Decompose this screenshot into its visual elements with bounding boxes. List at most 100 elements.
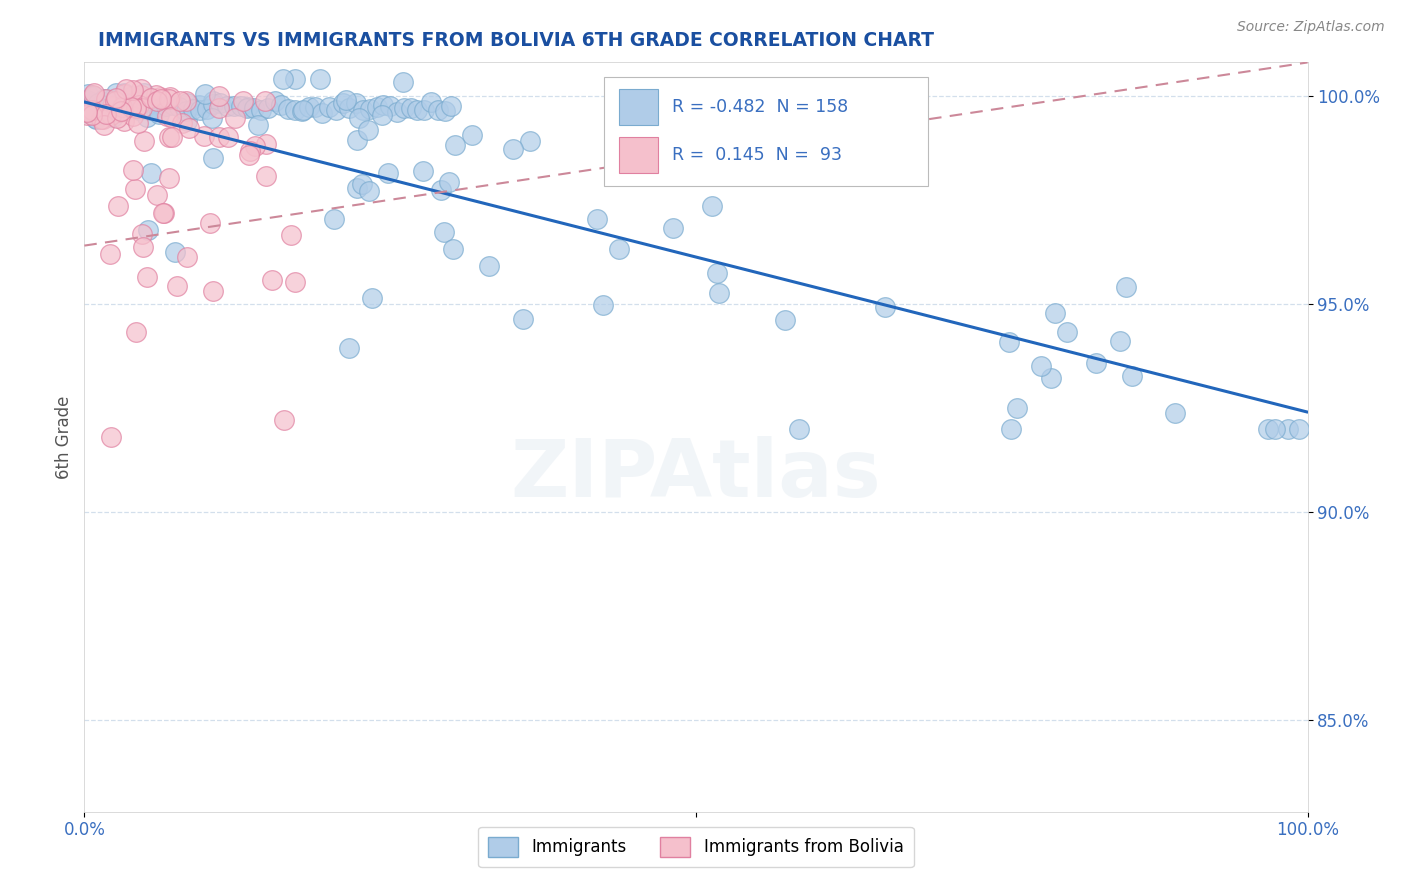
Point xyxy=(100,430,122,444)
Point xyxy=(83,87,105,101)
Point xyxy=(1039,371,1062,385)
Point xyxy=(420,95,443,110)
Point xyxy=(202,151,225,165)
Point xyxy=(337,341,360,355)
Point xyxy=(132,86,155,100)
Point xyxy=(201,94,224,108)
Point xyxy=(399,101,422,115)
Point xyxy=(91,112,114,126)
Point xyxy=(76,94,98,108)
Point xyxy=(392,101,415,115)
Point xyxy=(1029,359,1052,373)
Point xyxy=(105,111,128,125)
Point xyxy=(124,182,146,196)
Point xyxy=(309,72,332,87)
Point xyxy=(325,103,347,117)
Point xyxy=(131,227,153,242)
Point xyxy=(193,129,215,144)
Point xyxy=(392,75,415,89)
Point xyxy=(152,206,174,220)
Point xyxy=(222,99,245,113)
Point xyxy=(125,101,148,115)
Point xyxy=(260,273,283,287)
Point xyxy=(284,275,307,289)
Point xyxy=(243,102,266,116)
Point xyxy=(245,139,267,153)
Point xyxy=(586,211,609,226)
Point xyxy=(149,90,172,104)
Point xyxy=(128,97,150,112)
Point xyxy=(98,93,121,107)
Point xyxy=(188,103,211,118)
Point xyxy=(201,111,224,125)
Point xyxy=(76,98,98,112)
Point xyxy=(1257,422,1279,436)
Point xyxy=(84,112,107,127)
Point xyxy=(76,87,98,102)
Point xyxy=(82,88,104,103)
Point xyxy=(94,92,117,106)
Point xyxy=(100,100,122,114)
Point xyxy=(94,107,117,121)
Point xyxy=(202,96,225,111)
Point xyxy=(706,266,728,280)
Point xyxy=(1085,356,1108,370)
Point xyxy=(998,334,1021,349)
Point xyxy=(201,284,224,298)
Point xyxy=(357,122,380,136)
Point xyxy=(146,94,169,108)
Point xyxy=(138,103,160,118)
Point xyxy=(104,91,127,105)
Point xyxy=(141,166,163,180)
Point xyxy=(426,103,449,117)
Point xyxy=(291,104,314,119)
Point xyxy=(512,312,534,326)
Point xyxy=(1005,401,1028,415)
Point xyxy=(174,104,197,119)
Point xyxy=(359,102,381,116)
Point xyxy=(270,98,292,112)
Point xyxy=(198,216,221,230)
Point xyxy=(172,115,194,129)
Point xyxy=(239,145,262,159)
Point xyxy=(335,94,357,108)
Point xyxy=(169,100,191,114)
Point xyxy=(156,109,179,123)
Point xyxy=(101,99,124,113)
Point xyxy=(339,101,361,115)
Point xyxy=(236,101,259,115)
Point xyxy=(311,106,333,120)
Point xyxy=(291,103,314,117)
Point xyxy=(159,90,181,104)
Point xyxy=(344,95,367,110)
Point xyxy=(112,87,135,101)
Point xyxy=(1277,422,1299,436)
Point xyxy=(141,102,163,116)
Point xyxy=(107,199,129,213)
Point xyxy=(131,101,153,115)
Point xyxy=(298,100,321,114)
Point xyxy=(125,326,148,340)
Text: R =  0.145  N =  93: R = 0.145 N = 93 xyxy=(672,145,842,163)
Point xyxy=(412,164,434,178)
Point xyxy=(105,86,128,100)
Point xyxy=(157,92,180,106)
Point xyxy=(76,108,98,122)
Point xyxy=(143,101,166,115)
Text: R = -0.482  N = 158: R = -0.482 N = 158 xyxy=(672,97,848,116)
Point xyxy=(332,96,354,111)
FancyBboxPatch shape xyxy=(605,78,928,186)
Point xyxy=(104,94,127,108)
Point xyxy=(162,98,184,112)
Point xyxy=(150,99,173,113)
Text: ZIPAtlas: ZIPAtlas xyxy=(510,435,882,514)
Point xyxy=(477,260,499,274)
Point xyxy=(271,72,294,87)
Point xyxy=(135,99,157,113)
Point xyxy=(662,220,685,235)
Point xyxy=(146,187,169,202)
Point xyxy=(346,181,368,195)
Point xyxy=(318,100,340,114)
Point xyxy=(115,81,138,95)
Point xyxy=(73,102,96,116)
